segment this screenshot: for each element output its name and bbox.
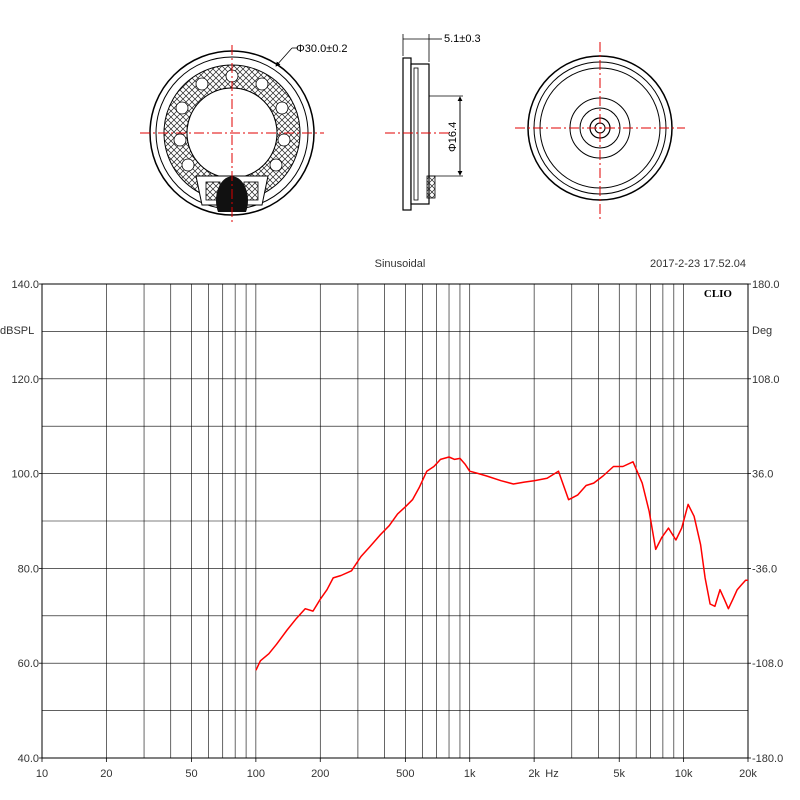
y2-axis-ticks: 180.0 108.0 36.0 -36.0 -108.0 -180.0 bbox=[748, 279, 783, 765]
y-tick-label: 140.0 bbox=[11, 279, 39, 291]
rear-view bbox=[515, 42, 685, 220]
x-axis-unit: Hz bbox=[545, 768, 558, 780]
y-tick-label: 40.0 bbox=[18, 753, 39, 765]
y2-tick-label: -108.0 bbox=[752, 658, 783, 670]
front-dimension-label: Φ30.0±0.2 bbox=[296, 43, 348, 55]
right-axis-unit: Deg bbox=[752, 325, 772, 337]
y2-tick-label: 36.0 bbox=[752, 469, 773, 481]
x-tick-label: 5k bbox=[613, 768, 625, 780]
front-view: Φ30.0±0.2 bbox=[140, 43, 348, 225]
side-inner-dimension-label: Φ16.4 bbox=[447, 122, 459, 152]
y2-tick-label: -180.0 bbox=[752, 753, 783, 765]
side-view: Φ16.4 5.1±0.3 bbox=[385, 33, 481, 211]
y-tick-label: 80.0 bbox=[18, 563, 39, 575]
y2-tick-label: 108.0 bbox=[752, 374, 780, 386]
y2-tick-label: -36.0 bbox=[752, 563, 777, 575]
response-line bbox=[255, 456, 748, 671]
y2-tick-label: 180.0 bbox=[752, 279, 780, 291]
y-tick-label: 120.0 bbox=[11, 374, 39, 386]
x-tick-label: 500 bbox=[396, 768, 414, 780]
x-tick-label: 2k bbox=[528, 768, 540, 780]
x-tick-label: 20k bbox=[739, 768, 757, 780]
x-axis-ticks: 10 20 50 100 200 500 1k 2k 5k 10k 20k bbox=[36, 758, 757, 780]
frequency-response-chart: Sinusoidal 2017-2-23 17.52.04 CLIO dBSPL… bbox=[0, 258, 783, 780]
brand-background bbox=[695, 286, 735, 301]
chart-timestamp: 2017-2-23 17.52.04 bbox=[650, 258, 746, 270]
chart-grid bbox=[42, 284, 748, 758]
x-tick-label: 20 bbox=[100, 768, 112, 780]
side-thickness-label: 5.1±0.3 bbox=[444, 33, 481, 45]
x-tick-label: 10 bbox=[36, 768, 48, 780]
left-axis-unit: dBSPL bbox=[0, 325, 34, 337]
x-tick-label: 200 bbox=[311, 768, 329, 780]
y-tick-label: 100.0 bbox=[11, 469, 39, 481]
y-tick-label: 60.0 bbox=[18, 658, 39, 670]
chart-title: Sinusoidal bbox=[375, 258, 426, 270]
x-tick-label: 1k bbox=[464, 768, 476, 780]
x-tick-label: 10k bbox=[675, 768, 693, 780]
clio-brand: CLIO bbox=[704, 288, 733, 300]
x-tick-label: 100 bbox=[247, 768, 265, 780]
y-axis-ticks: 140.0 120.0 100.0 80.0 60.0 40.0 bbox=[11, 279, 42, 765]
speaker-drawings: Φ30.0±0.2 Φ16.4 5.1±0.3 bbox=[140, 33, 685, 225]
x-tick-label: 50 bbox=[185, 768, 197, 780]
plot-frame bbox=[41, 283, 749, 759]
